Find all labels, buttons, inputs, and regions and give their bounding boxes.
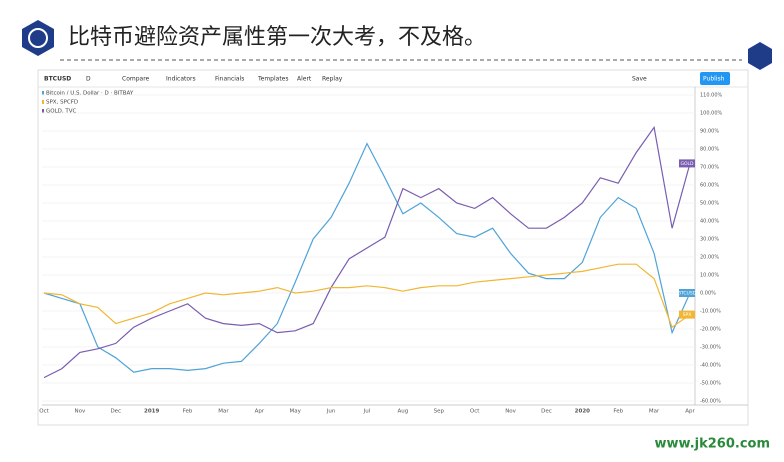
y-tick-label: 90.00% xyxy=(700,129,719,135)
y-tick-label: 80.00% xyxy=(700,147,719,153)
toolbar-item[interactable]: Alert xyxy=(297,76,312,83)
x-tick-label: Oct xyxy=(470,409,480,415)
y-tick-label: 20.00% xyxy=(700,255,719,261)
y-tick-label: -50.00% xyxy=(700,381,721,387)
x-tick-label: Jul xyxy=(363,409,371,415)
series-tag-label: BTCUSD xyxy=(678,291,697,297)
y-tick-label: -40.00% xyxy=(700,363,721,369)
y-tick-label: 110.00% xyxy=(700,93,722,99)
x-tick-label: Mar xyxy=(649,409,660,415)
series-line xyxy=(43,142,691,373)
info-swatch xyxy=(42,91,44,95)
series-tag-label: SPX xyxy=(683,312,692,318)
x-tick-label: Nov xyxy=(75,409,86,415)
series-tag xyxy=(679,289,695,297)
x-tick-label: Dec xyxy=(110,409,121,415)
publish-button[interactable] xyxy=(700,72,730,85)
y-tick-label: -60.00% xyxy=(700,399,721,405)
y-tick-label: 40.00% xyxy=(700,219,719,225)
watermark: www.jk260.com xyxy=(655,437,771,452)
info-line: SPX, SPCFD xyxy=(46,100,78,106)
x-tick-label: Oct xyxy=(39,409,49,415)
y-tick-label: -30.00% xyxy=(700,345,721,351)
info-swatch xyxy=(42,100,44,104)
y-tick-label: 100.00% xyxy=(700,111,722,117)
toolbar-item[interactable]: Compare xyxy=(122,76,150,83)
y-tick-label: 60.00% xyxy=(700,183,719,189)
y-tick-label: -10.00% xyxy=(700,309,721,315)
toolbar-item[interactable]: Save xyxy=(632,76,647,83)
y-tick-label: -20.00% xyxy=(700,327,721,333)
series-tag xyxy=(679,159,695,168)
x-tick-label: Sep xyxy=(434,409,445,415)
toolbar-item[interactable]: Publish xyxy=(703,76,725,83)
info-line: Bitcoin / U.S. Dollar · D · BITBAY xyxy=(46,91,134,97)
logo-icon xyxy=(22,20,54,56)
y-tick-label: 10.00% xyxy=(700,273,719,279)
y-tick-label: 0.00% xyxy=(700,291,716,297)
info-swatch xyxy=(42,109,44,113)
x-tick-label: Apr xyxy=(255,409,265,415)
series-line xyxy=(43,125,691,379)
logo-ring xyxy=(28,28,48,48)
x-tick-label: May xyxy=(290,409,302,415)
chart-frame xyxy=(37,69,749,426)
y-tick-label: 50.00% xyxy=(700,201,719,207)
toolbar-item[interactable]: Templates xyxy=(257,76,289,83)
x-tick-label: Jun xyxy=(326,409,336,415)
series-tag xyxy=(679,310,695,319)
corner-hexagon xyxy=(748,42,772,70)
x-tick-label: Apr xyxy=(685,409,695,415)
x-tick-label: 2020 xyxy=(575,409,590,415)
x-tick-label: Feb xyxy=(183,409,193,415)
x-tick-label: Feb xyxy=(613,409,623,415)
toolbar-item[interactable]: Replay xyxy=(322,76,343,83)
toolbar-item[interactable]: Indicators xyxy=(166,76,196,83)
x-tick-label: 2019 xyxy=(144,409,159,415)
slide-title: 比特币避险资产属性第一次大考，不及格。 xyxy=(68,25,486,50)
info-line: GOLD, TVC xyxy=(46,109,77,115)
x-tick-label: Dec xyxy=(541,409,552,415)
x-tick-label: Mar xyxy=(218,409,229,415)
toolbar-item[interactable]: BTCUSD xyxy=(44,76,71,83)
series-line xyxy=(43,263,691,329)
toolbar-item[interactable]: D xyxy=(86,76,91,83)
x-tick-label: Nov xyxy=(505,409,516,415)
series-tag-label: GOLD xyxy=(680,161,694,167)
toolbar-item[interactable]: Financials xyxy=(215,76,244,83)
y-tick-label: 70.00% xyxy=(700,165,719,171)
x-tick-label: Aug xyxy=(398,409,409,415)
y-tick-label: 30.00% xyxy=(700,237,719,243)
